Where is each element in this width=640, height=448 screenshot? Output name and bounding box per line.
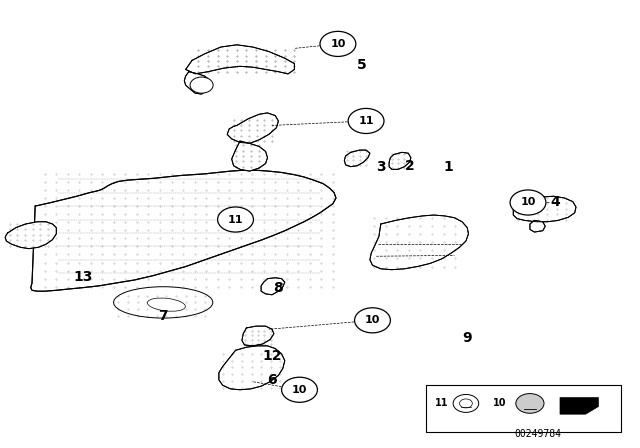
Polygon shape — [530, 220, 545, 232]
Text: 00249784: 00249784 — [514, 429, 561, 439]
Circle shape — [282, 377, 317, 402]
Text: 4: 4 — [550, 195, 561, 210]
Circle shape — [355, 308, 390, 333]
Ellipse shape — [147, 298, 186, 311]
Text: 1: 1 — [443, 159, 453, 174]
Text: 12: 12 — [262, 349, 282, 363]
Polygon shape — [513, 196, 576, 222]
Polygon shape — [5, 222, 56, 249]
Polygon shape — [242, 326, 274, 346]
Polygon shape — [186, 45, 294, 74]
Bar — [426, 385, 621, 432]
Text: 11: 11 — [435, 398, 449, 409]
Text: 10: 10 — [365, 315, 380, 325]
Polygon shape — [560, 398, 598, 414]
Text: 6: 6 — [267, 373, 277, 387]
Polygon shape — [227, 113, 278, 143]
Ellipse shape — [114, 287, 212, 318]
Text: 10: 10 — [330, 39, 346, 49]
Text: 7: 7 — [158, 309, 168, 323]
Polygon shape — [370, 215, 468, 270]
Circle shape — [348, 108, 384, 134]
Polygon shape — [219, 346, 285, 390]
Polygon shape — [31, 170, 336, 291]
Circle shape — [460, 399, 472, 408]
Circle shape — [190, 77, 213, 93]
Text: 11: 11 — [358, 116, 374, 126]
Polygon shape — [232, 141, 268, 171]
Text: 13: 13 — [74, 270, 93, 284]
Text: 8: 8 — [273, 280, 284, 295]
Text: 11: 11 — [228, 215, 243, 224]
Circle shape — [453, 395, 479, 412]
Text: 10: 10 — [292, 385, 307, 395]
Text: 9: 9 — [462, 331, 472, 345]
Polygon shape — [344, 150, 370, 167]
Text: 5: 5 — [356, 58, 367, 72]
Polygon shape — [261, 278, 285, 295]
Text: 2: 2 — [404, 159, 415, 173]
Polygon shape — [389, 152, 411, 169]
Text: 10: 10 — [520, 198, 536, 207]
Circle shape — [510, 190, 546, 215]
Text: 10: 10 — [493, 398, 506, 409]
Circle shape — [320, 31, 356, 56]
Polygon shape — [184, 72, 210, 94]
Circle shape — [516, 394, 544, 413]
Circle shape — [218, 207, 253, 232]
Text: 3: 3 — [376, 159, 386, 174]
